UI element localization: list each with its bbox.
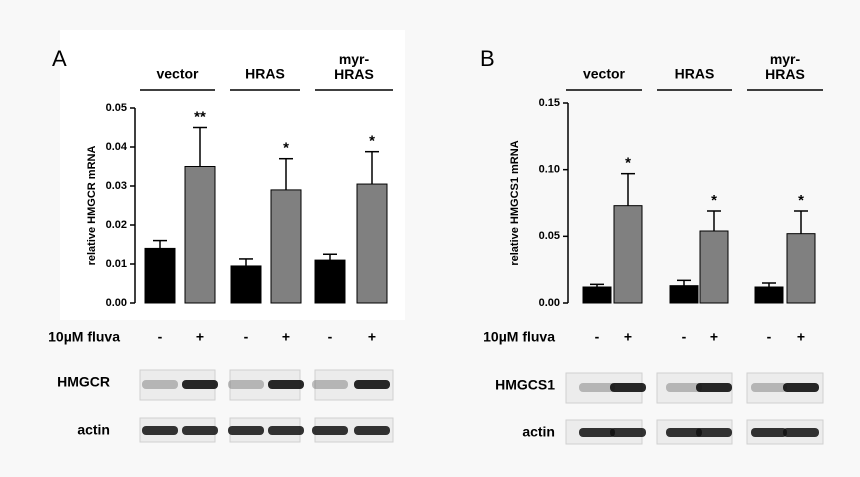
- blot-band: [354, 426, 390, 435]
- x-tick-label: +: [710, 329, 718, 345]
- blot-band: [751, 383, 787, 392]
- group-label: HRAS: [245, 66, 285, 82]
- bar: [786, 233, 816, 304]
- y-tick-label: 0.15: [539, 97, 560, 109]
- significance-label: **: [194, 108, 206, 125]
- y-axis-label: relative HMGCR mRNA: [86, 146, 98, 266]
- y-tick-label: 0.02: [106, 219, 127, 231]
- blot-band: [751, 428, 787, 437]
- blot-band: [268, 380, 304, 389]
- y-tick-label: 0.05: [106, 102, 127, 114]
- blot-band: [666, 383, 702, 392]
- blot-band: [610, 428, 646, 437]
- x-tick-label: +: [797, 329, 805, 345]
- blot-band: [696, 428, 732, 437]
- x-tick-label: -: [767, 329, 772, 345]
- significance-label: *: [711, 192, 717, 209]
- bar: [356, 183, 388, 304]
- bar: [699, 230, 729, 304]
- blot-band: [783, 383, 819, 392]
- blot-band: [142, 380, 178, 389]
- blot-band: [579, 383, 615, 392]
- y-tick-label: 0.01: [106, 258, 127, 270]
- y-tick-label: 0.00: [106, 297, 127, 309]
- blot-band: [610, 383, 646, 392]
- bar: [184, 166, 216, 304]
- treatment-label: 10µM fluva: [48, 329, 120, 345]
- blot-band: [268, 426, 304, 435]
- blot-band: [354, 380, 390, 389]
- blot-band: [312, 380, 348, 389]
- blot-label: HMGCR: [57, 374, 110, 390]
- bar: [314, 259, 346, 304]
- y-tick-label: 0.05: [539, 230, 560, 242]
- x-tick-label: -: [328, 329, 333, 345]
- blot-band: [228, 426, 264, 435]
- blot-band: [228, 380, 264, 389]
- blot-band: [312, 426, 348, 435]
- blot-band: [579, 428, 615, 437]
- significance-label: *: [369, 133, 375, 150]
- y-tick-label: 0.10: [539, 164, 560, 176]
- bar: [669, 285, 699, 304]
- y-tick-label: 0.00: [539, 297, 560, 309]
- y-axis-label: relative HMGCS1 mRNA: [509, 140, 521, 265]
- x-tick-label: +: [196, 329, 204, 345]
- x-tick-label: +: [368, 329, 376, 345]
- x-tick-label: -: [158, 329, 163, 345]
- panel-letter: B: [480, 46, 495, 71]
- blot-label: actin: [522, 424, 555, 440]
- x-tick-label: -: [244, 329, 249, 345]
- bar: [582, 286, 612, 304]
- bar: [230, 265, 262, 304]
- blot-band: [182, 380, 218, 389]
- blot-band: [142, 426, 178, 435]
- blot-band: [696, 383, 732, 392]
- blot-label: HMGCS1: [495, 377, 555, 393]
- x-tick-label: -: [682, 329, 687, 345]
- significance-label: *: [283, 140, 289, 157]
- blot-band: [666, 428, 702, 437]
- blot-strip: [229, 369, 301, 401]
- bar: [144, 247, 176, 304]
- blot-band: [182, 426, 218, 435]
- x-tick-label: +: [624, 329, 632, 345]
- significance-label: *: [625, 155, 631, 172]
- bar: [754, 286, 784, 304]
- blot-band: [783, 428, 819, 437]
- bar: [270, 189, 302, 304]
- y-tick-label: 0.03: [106, 180, 127, 192]
- significance-label: *: [798, 192, 804, 209]
- bar: [613, 205, 643, 304]
- group-label: myr-HRAS: [334, 51, 374, 82]
- group-label: myr-HRAS: [765, 51, 805, 82]
- panel-letter: A: [52, 46, 67, 71]
- blot-label: actin: [77, 422, 110, 438]
- group-label: vector: [156, 66, 199, 82]
- x-tick-label: -: [595, 329, 600, 345]
- x-tick-label: +: [282, 329, 290, 345]
- group-label: HRAS: [675, 66, 715, 82]
- treatment-label: 10µM fluva: [483, 329, 555, 345]
- group-label: vector: [583, 66, 626, 82]
- y-tick-label: 0.04: [106, 141, 128, 153]
